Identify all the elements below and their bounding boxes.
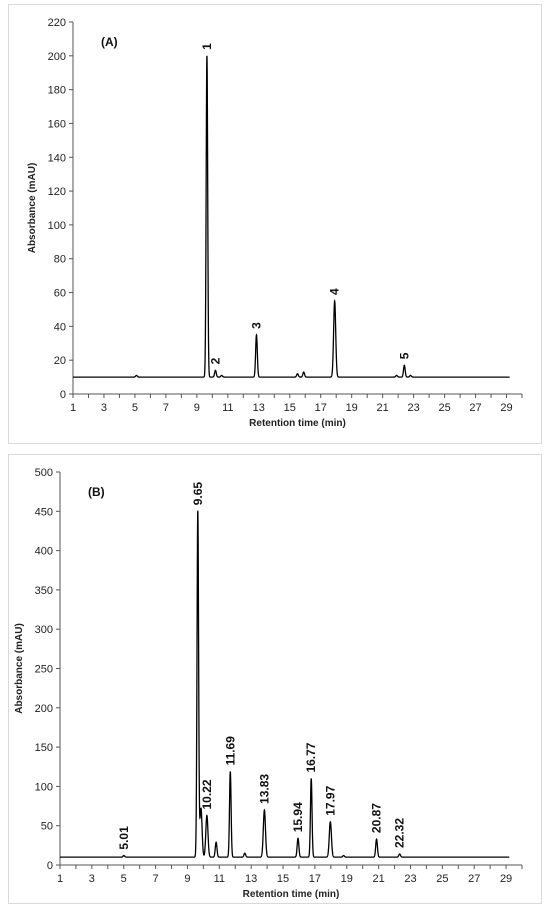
x-tick-label: 13 bbox=[253, 402, 265, 414]
x-tick-label: 27 bbox=[469, 402, 481, 414]
y-tick-label: 140 bbox=[48, 152, 66, 164]
x-tick-label: 17 bbox=[315, 402, 327, 414]
x-tick-label: 5 bbox=[121, 873, 127, 885]
y-tick-label: 40 bbox=[54, 321, 66, 333]
y-tick-label: 80 bbox=[54, 254, 66, 266]
peak-label: 11.69 bbox=[223, 736, 237, 766]
y-tick-label: 350 bbox=[35, 585, 53, 597]
peak-label: 3 bbox=[249, 322, 263, 329]
x-tick-label: 11 bbox=[222, 402, 233, 414]
x-tick-label: 21 bbox=[372, 873, 384, 885]
panel-title: (A) bbox=[101, 35, 118, 49]
peak-label: 10.22 bbox=[200, 779, 214, 809]
y-tick-label: 450 bbox=[35, 506, 53, 518]
peak-label: 5.01 bbox=[117, 826, 131, 850]
x-tick-label: 5 bbox=[132, 402, 138, 414]
x-tick-label: 23 bbox=[407, 402, 419, 414]
x-tick-label: 15 bbox=[284, 402, 296, 414]
chart-frame-b bbox=[8, 454, 542, 904]
y-tick-label: 160 bbox=[48, 118, 66, 130]
y-tick-label: 100 bbox=[48, 220, 66, 232]
x-tick-label: 1 bbox=[70, 402, 76, 414]
chart-frame-a bbox=[8, 4, 542, 444]
y-tick-label: 300 bbox=[35, 624, 53, 636]
y-tick-label: 180 bbox=[48, 85, 66, 97]
x-tick-label: 17 bbox=[309, 873, 321, 885]
y-axis-label: Absorbance (mAU) bbox=[14, 623, 25, 714]
x-tick-label: 23 bbox=[404, 873, 416, 885]
x-tick-label: 9 bbox=[184, 873, 190, 885]
panel-title: (B) bbox=[88, 485, 105, 499]
x-tick-label: 29 bbox=[500, 402, 512, 414]
x-tick-label: 21 bbox=[377, 402, 389, 414]
peak-label: 2 bbox=[208, 357, 222, 364]
peak-label: 5 bbox=[397, 352, 411, 359]
x-tick-label: 1 bbox=[57, 873, 63, 885]
peak-label: 22.32 bbox=[393, 818, 407, 848]
x-tick-label: 29 bbox=[500, 873, 512, 885]
peak-label: 15.94 bbox=[291, 802, 305, 832]
y-tick-label: 400 bbox=[35, 546, 53, 558]
y-axis-label: Absorbance (mAU) bbox=[27, 163, 38, 254]
y-tick-label: 20 bbox=[54, 355, 66, 367]
peak-label: 16.77 bbox=[304, 742, 318, 772]
x-tick-label: 13 bbox=[245, 873, 257, 885]
peak-label: 20.87 bbox=[370, 803, 384, 833]
y-tick-label: 220 bbox=[48, 17, 66, 29]
x-tick-label: 15 bbox=[277, 873, 289, 885]
x-tick-label: 19 bbox=[341, 873, 353, 885]
y-tick-label: 0 bbox=[60, 389, 66, 401]
chromatogram-panel-a: 0 20 40 60 80 100 120 140 160 180 200 220 1 3 5 7 9 11 13 1… bbox=[0, 0, 550, 450]
y-tick-label: 200 bbox=[35, 703, 53, 715]
chromatogram-panel-b: 0 50 100 150 200 250 300 350 400 450 500 1 3 5 7 9 11 13 1… bbox=[0, 450, 550, 908]
y-tick-label: 60 bbox=[54, 288, 66, 300]
y-tick-label: 50 bbox=[41, 821, 53, 833]
peak-label: 17.97 bbox=[323, 785, 337, 815]
x-tick-label: 7 bbox=[153, 873, 159, 885]
chromatogram-trace bbox=[73, 55, 510, 378]
x-tick-label: 9 bbox=[194, 402, 200, 414]
x-tick-label: 19 bbox=[346, 402, 358, 414]
y-tick-label: 0 bbox=[47, 860, 53, 872]
y-tick-label: 100 bbox=[35, 781, 53, 793]
peak-label: 13.83 bbox=[257, 774, 271, 804]
x-tick-label: 25 bbox=[436, 873, 448, 885]
peak-label: 9.65 bbox=[191, 482, 205, 506]
peak-label: 1 bbox=[200, 43, 214, 50]
y-tick-label: 120 bbox=[48, 186, 66, 198]
y-tick-label: 150 bbox=[35, 742, 53, 754]
x-tick-label: 11 bbox=[214, 873, 225, 885]
chromatogram-trace bbox=[60, 510, 510, 858]
x-tick-label: 7 bbox=[163, 402, 169, 414]
y-tick-label: 500 bbox=[35, 467, 53, 479]
x-tick-label: 3 bbox=[101, 402, 107, 414]
x-tick-label: 3 bbox=[89, 873, 95, 885]
y-tick-label: 200 bbox=[48, 51, 66, 63]
x-axis-label: Retention time (min) bbox=[243, 889, 340, 900]
x-tick-label: 25 bbox=[438, 402, 450, 414]
x-tick-label: 27 bbox=[468, 873, 480, 885]
peak-label: 4 bbox=[328, 288, 342, 295]
x-axis-label: Retention time (min) bbox=[249, 418, 346, 429]
y-tick-label: 250 bbox=[35, 664, 53, 676]
